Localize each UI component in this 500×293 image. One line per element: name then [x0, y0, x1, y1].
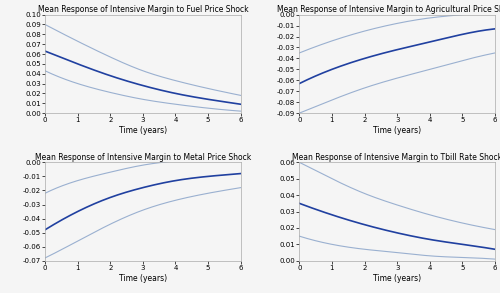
X-axis label: Time (years): Time (years)	[373, 274, 421, 283]
Title: Mean Response of Intensive Margin to Agricultural Price Shock: Mean Response of Intensive Margin to Agr…	[277, 5, 500, 14]
Title: Mean Response of Intensive Margin to Tbill Rate Shock: Mean Response of Intensive Margin to Tbi…	[292, 153, 500, 161]
X-axis label: Time (years): Time (years)	[119, 126, 167, 135]
Title: Mean Response of Intensive Margin to Fuel Price Shock: Mean Response of Intensive Margin to Fue…	[38, 5, 248, 14]
X-axis label: Time (years): Time (years)	[119, 274, 167, 283]
Title: Mean Response of Intensive Margin to Metal Price Shock: Mean Response of Intensive Margin to Met…	[34, 153, 251, 161]
X-axis label: Time (years): Time (years)	[373, 126, 421, 135]
